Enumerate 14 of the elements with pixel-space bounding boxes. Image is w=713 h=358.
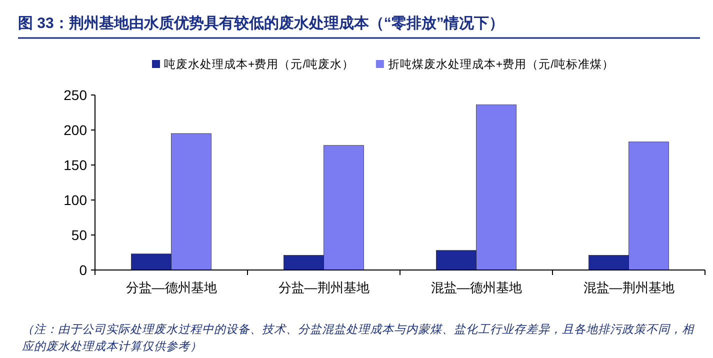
legend-label: 吨废水处理成本+费用（元/吨废水） — [164, 57, 354, 71]
x-tick-label: 混盐—德州基地 — [430, 280, 522, 295]
legend-label: 折吨煤废水处理成本+费用（元/吨标准煤） — [388, 57, 614, 71]
y-tick-label: 200 — [64, 122, 88, 138]
y-tick-label: 250 — [64, 87, 88, 103]
chart-title: 图 33：荆州基地由水质优势具有较低的废水处理成本（“零排放”情况下） — [18, 14, 504, 32]
x-tick-label: 混盐—荆州基地 — [583, 280, 674, 295]
y-tick-label: 50 — [71, 227, 88, 243]
text: （注：由于公司实际处理废水过程中的设备、技术、分盐混盐处理成本与内蒙煤、盐化工行业存差异，且各地排污政策不同，相应的废水处理成本计算仅供参考） — [22, 322, 696, 355]
y-tick-label: 150 — [64, 157, 88, 173]
x-tick-label: 分盐—荆州基地 — [278, 280, 370, 295]
y-tick-label: 100 — [64, 192, 88, 208]
y-tick-label: 0 — [79, 262, 88, 278]
x-tick-label: 分盐—德州基地 — [126, 280, 217, 295]
